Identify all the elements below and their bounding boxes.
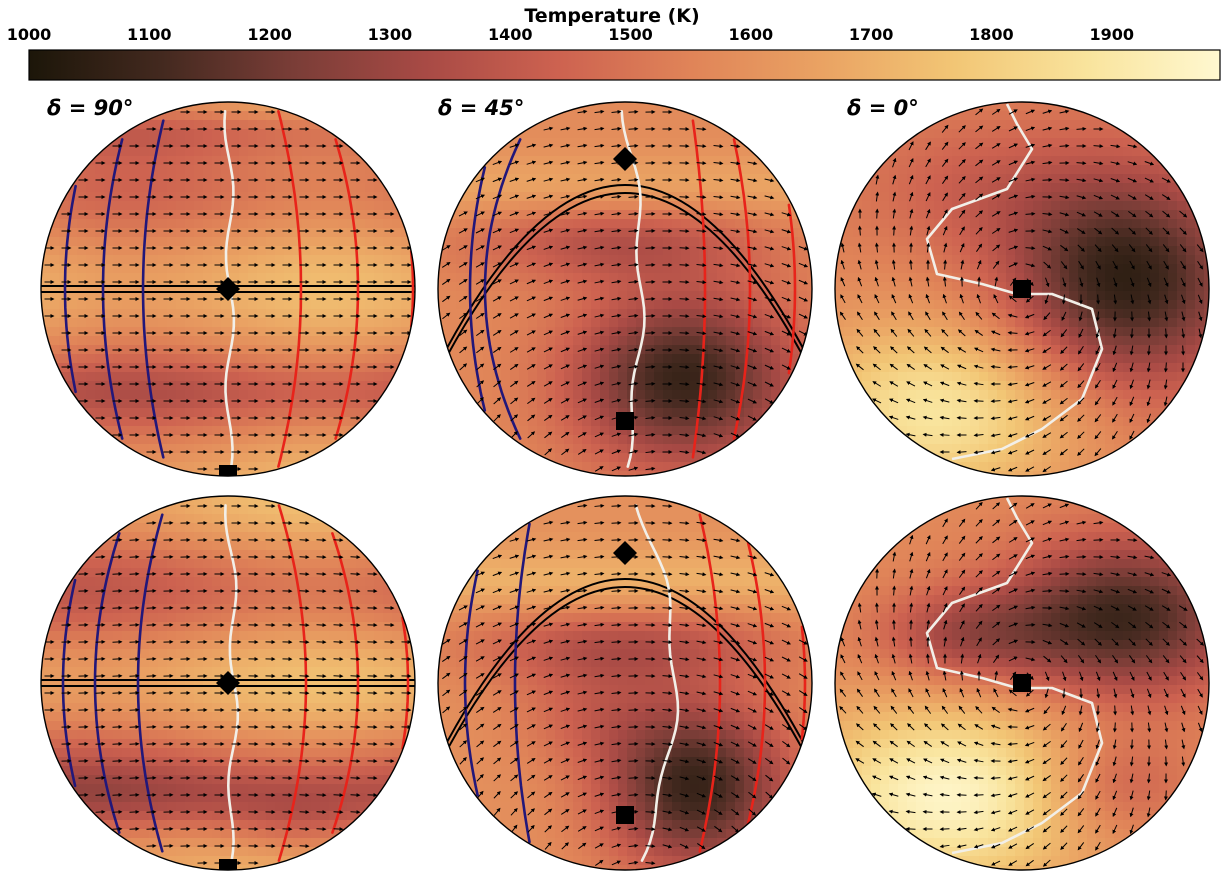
contour-line-r1-c2-3 <box>483 138 522 440</box>
contour-line-r2-c1-6 <box>331 532 360 834</box>
contour-line-r2-c3-0 <box>925 497 1104 855</box>
colorbar-tick-1200: 1200 <box>247 25 292 44</box>
contour-line-r1-c2-2 <box>468 166 487 412</box>
colorbar-tick-labels: 1000 1100 1200 1300 1400 1500 1600 1700 1800 1900 <box>7 25 1134 44</box>
wind-vectors-r2-c3 <box>839 501 1205 867</box>
contour-line-r1-c1-2 <box>101 138 124 440</box>
panel-label-delta-0: δ = 0° <box>847 96 919 120</box>
contour-line-r2-c2-5 <box>698 513 722 853</box>
colorbar: Temperature (K) 1000 1100 1200 1300 1400 1500… <box>7 5 1221 81</box>
contour-line-r2-c2-7 <box>800 625 807 741</box>
globe-outline-r1-c3 <box>834 101 1210 477</box>
globe-outline-r2-c3 <box>834 495 1210 871</box>
temperature-map-r1-c3 <box>835 102 1209 476</box>
wind-vectors-r1-c1 <box>44 110 412 471</box>
colorbar-tick-1300: 1300 <box>368 25 413 44</box>
colorbar-tick-1000: 1000 <box>7 25 52 44</box>
contour-line-r2-c2-3 <box>513 522 531 844</box>
globe-panel-r1-c3 <box>834 101 1210 477</box>
globe-outline-r1-c2 <box>437 101 813 477</box>
wind-vectors-r1-c2 <box>441 109 809 472</box>
panel-label-delta-45: δ = 45° <box>438 96 524 120</box>
contour-line-r2-c1-5 <box>277 504 308 862</box>
substellar-diamond-marker-r2-c1 <box>216 671 240 695</box>
globe-panel-r2-c2 <box>437 495 813 871</box>
contour-line-r1-c2-4 <box>620 110 646 468</box>
contour-line-r2-c1-1 <box>61 578 77 788</box>
contour-line-r1-c1-7 <box>409 250 415 328</box>
contour-line-r1-c1-5 <box>277 110 303 468</box>
square-marker-r1-c1 <box>219 465 237 476</box>
contour-line-r1-c2-6 <box>732 138 752 440</box>
square-marker-r1-c2 <box>616 412 634 430</box>
wind-vectors-r1-c3 <box>839 108 1204 473</box>
square-marker-r1-c3 <box>1013 280 1031 298</box>
equator-lines-r1-c2 <box>438 184 812 374</box>
substellar-diamond-marker-r2-c2 <box>613 541 637 565</box>
colorbar-tick-1900: 1900 <box>1089 25 1134 44</box>
colorbar-tick-1600: 1600 <box>729 25 774 44</box>
panel-label-delta-90: δ = 90° <box>47 96 133 120</box>
globe-panel-r2-c1 <box>40 495 416 871</box>
contour-line-r1-c1-1 <box>63 184 77 394</box>
equator-lines-r2-c2 <box>438 578 812 768</box>
wind-vectors-r2-c1 <box>44 503 412 866</box>
colorbar-tick-1700: 1700 <box>849 25 894 44</box>
substellar-diamond-marker-r1-c2 <box>613 147 637 171</box>
colorbar-tick-1100: 1100 <box>127 25 172 44</box>
contour-line-r2-c1-2 <box>93 532 121 834</box>
square-marker-r2-c2 <box>616 806 634 824</box>
globe-outline-r2-c2 <box>437 495 813 871</box>
contour-line-r2-c2-2 <box>463 569 479 797</box>
globe-panel-r2-c3 <box>834 495 1210 871</box>
contour-line-r2-c2-4 <box>634 504 680 862</box>
globe-panel-r1-c1 <box>40 101 416 477</box>
contour-line-r1-c2-7 <box>787 203 797 375</box>
contour-line-r2-c2-6 <box>746 541 767 825</box>
colorbar-tick-1500: 1500 <box>608 25 653 44</box>
substellar-diamond-marker-r1-c1 <box>216 277 240 301</box>
wind-vectors-r2-c2 <box>441 503 808 866</box>
square-marker-r2-c3 <box>1013 674 1031 692</box>
panels <box>40 101 1210 871</box>
square-marker-r2-c1 <box>219 859 237 870</box>
colorbar-title: Temperature (K) <box>524 5 699 27</box>
contours-r2-c2 <box>463 504 807 862</box>
colorbar-bar <box>28 49 1221 81</box>
contour-line-r1-c3-0 <box>925 103 1104 461</box>
colorbar-tick-1400: 1400 <box>488 25 533 44</box>
contour-line-r1-c1-6 <box>334 138 360 440</box>
colorbar-tick-1800: 1800 <box>969 25 1014 44</box>
globe-panel-r1-c2 <box>437 101 813 477</box>
contours-r1-c1 <box>63 110 415 468</box>
